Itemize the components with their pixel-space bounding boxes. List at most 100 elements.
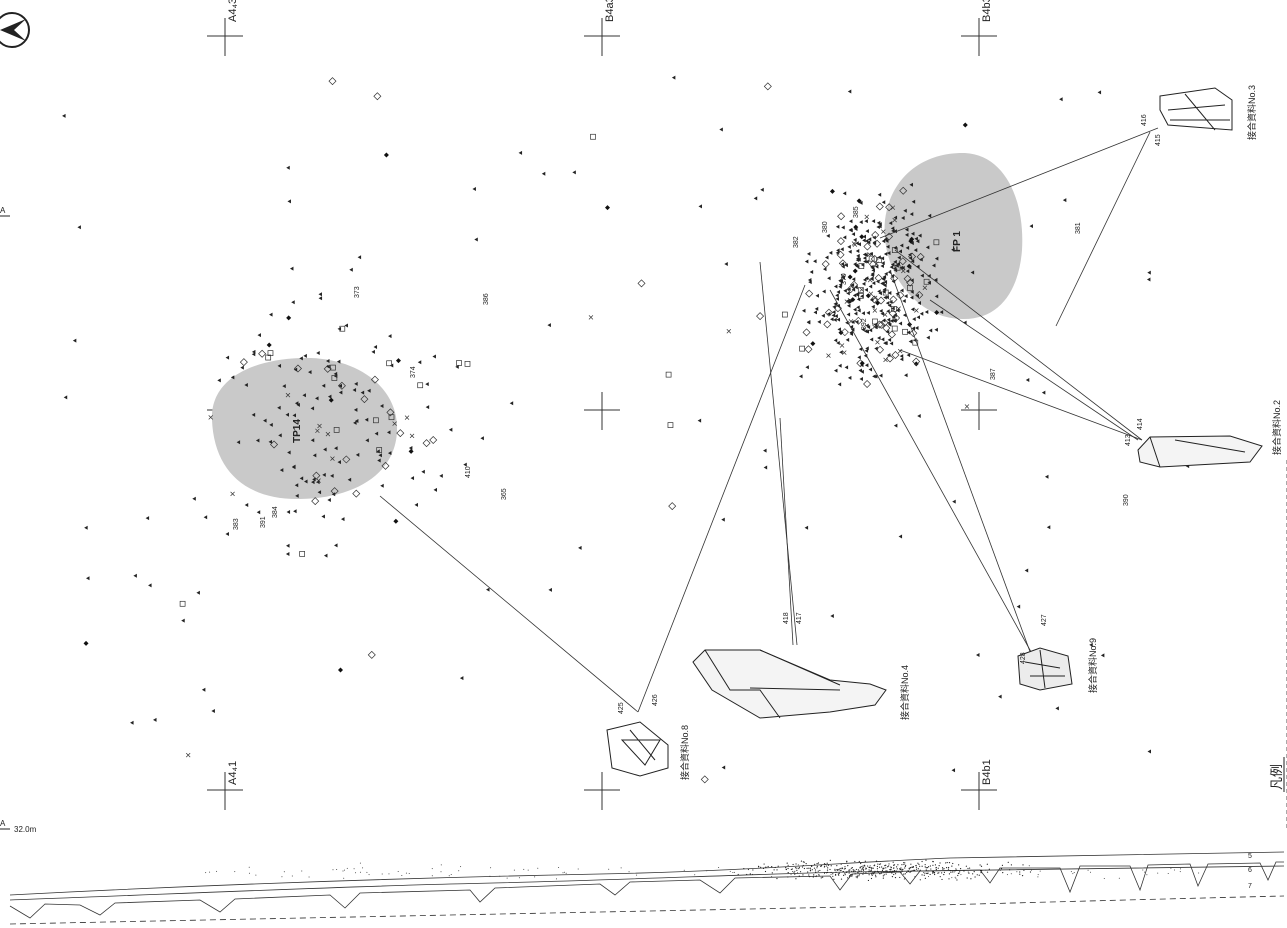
- artifact-mark: [872, 324, 877, 330]
- artifact-mark: [572, 170, 576, 175]
- section-dot: [829, 868, 831, 871]
- section-dot: [877, 863, 879, 865]
- artifact-mark: [353, 420, 357, 425]
- section-dot: [948, 862, 951, 864]
- section-dot: [798, 866, 800, 868]
- section-dot: [841, 867, 843, 869]
- artifact-mark: [908, 339, 913, 344]
- artifact-mark: [269, 312, 273, 317]
- section-dot: [854, 860, 856, 863]
- section-dot: [408, 872, 410, 874]
- artifact-mark: [837, 212, 846, 221]
- section-dot: [973, 871, 975, 873]
- artifact-mark: [898, 257, 907, 266]
- artifact-mark: [432, 354, 436, 359]
- section-dot: [216, 870, 218, 872]
- artifact-mark: [874, 264, 879, 269]
- artifact-mark: [882, 289, 889, 296]
- section-dot: [405, 872, 407, 874]
- artifact-mark: [330, 456, 335, 461]
- section-dot: [757, 865, 760, 867]
- section-dot: [906, 871, 908, 873]
- section-dot: [1007, 861, 1009, 863]
- section-dot: [875, 860, 878, 862]
- section-dot: [981, 870, 983, 872]
- artifact-mark: [918, 233, 922, 238]
- section-dot: [827, 867, 829, 869]
- artifact-mark: [847, 89, 852, 94]
- section-dot: [785, 868, 788, 871]
- artifact-mark: [337, 381, 346, 390]
- artifact-mark: [874, 273, 883, 282]
- artifact-mark: [905, 245, 910, 250]
- section-dot: [988, 868, 990, 870]
- section-dot: [901, 869, 903, 871]
- section-dot: [565, 872, 567, 874]
- artifact-mark: [855, 248, 860, 253]
- section-dot: [1039, 870, 1041, 872]
- artifact-mark: [832, 304, 836, 309]
- layer-label-6: 6: [1248, 867, 1252, 874]
- artifact-mark: [255, 438, 260, 443]
- artifact-mark: [719, 127, 723, 132]
- artifact-mark: [1016, 604, 1021, 609]
- artifact-mark: [871, 304, 875, 309]
- section-dot: [904, 862, 906, 864]
- section-dot: [771, 876, 773, 878]
- artifact-mark: [830, 317, 834, 322]
- section-dot: [830, 871, 832, 874]
- section-dot: [824, 871, 826, 874]
- section-dot: [281, 876, 283, 878]
- artifact-mark: [836, 340, 840, 345]
- artifact-mark: [904, 227, 909, 232]
- section-dot: [873, 865, 875, 867]
- section-dot: [1019, 873, 1021, 875]
- section-dot: [847, 865, 849, 867]
- section-dot: [932, 872, 934, 874]
- artifact-mark: [360, 395, 369, 404]
- section-dot: [450, 873, 452, 875]
- artifact-mark: [331, 375, 338, 381]
- artifact-mark: [753, 196, 758, 201]
- section-dot: [878, 866, 881, 868]
- artifact-mark: [861, 327, 865, 332]
- section-dot: [816, 865, 818, 867]
- artifact-mark: [263, 418, 267, 423]
- section-dot: [951, 871, 954, 873]
- artifact-mark: [869, 337, 874, 342]
- artifact-mark: [456, 360, 462, 366]
- artifact-mark: [334, 446, 338, 451]
- section-dot: [869, 865, 871, 867]
- section-dot: [760, 866, 762, 868]
- section-dot: [813, 867, 816, 869]
- artifact-mark: [72, 338, 77, 343]
- section-dot: [764, 870, 767, 873]
- section-dot: [862, 867, 865, 869]
- artifact-mark: [859, 234, 865, 240]
- section-dot: [865, 867, 867, 869]
- refit-label-no9: 接合資料No.9: [1087, 638, 1098, 693]
- artifact-mark: [853, 311, 858, 316]
- artifact-mark: [881, 229, 886, 234]
- section-dot: [974, 876, 976, 878]
- artifact-mark: [910, 307, 915, 312]
- section-dot: [894, 873, 897, 875]
- artifact-mark: [83, 640, 89, 646]
- artifact-mark: [898, 249, 902, 254]
- section-dot: [1180, 868, 1182, 870]
- artifact-mark: [330, 364, 336, 371]
- artifact-mark: [863, 329, 868, 334]
- section-dot: [913, 869, 915, 872]
- artifact-mark: [289, 266, 294, 271]
- section-dot: [893, 870, 895, 872]
- artifact-mark: [286, 509, 291, 514]
- section-dot: [892, 861, 894, 863]
- artifact-mark: [861, 281, 866, 286]
- artifact-mark: [814, 306, 819, 311]
- artifact-mark: [857, 287, 864, 294]
- section-dot: [862, 869, 865, 871]
- artifact-mark: [845, 337, 850, 342]
- section-dot: [513, 869, 515, 871]
- section-dot: [926, 866, 928, 869]
- artifact-mark: [878, 373, 883, 378]
